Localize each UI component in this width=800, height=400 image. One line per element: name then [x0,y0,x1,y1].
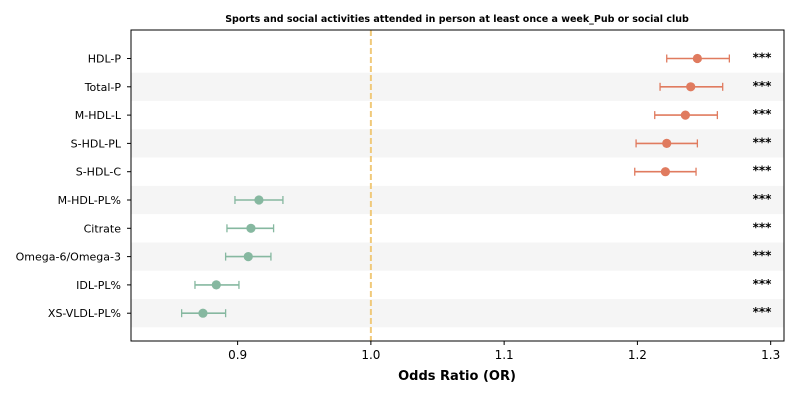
point-estimate [680,110,690,120]
point-estimate [254,195,264,205]
row-label: M-HDL-PL% [58,194,121,207]
point-estimate [243,252,253,262]
row-label: HDL-P [88,53,122,66]
chart-title: Sports and social activities attended in… [225,14,689,25]
significance-label: *** [753,79,773,93]
point-estimate [686,82,696,92]
significance-label: *** [753,51,773,65]
significance-label: *** [753,249,773,263]
significance-label: *** [753,164,773,178]
row-label: Citrate [84,222,122,235]
point-estimate [660,167,670,177]
significance-label: *** [753,192,773,206]
row-label: Total-P [84,81,122,94]
row-label: Omega-6/Omega-3 [16,251,121,264]
plot-frame [130,29,785,342]
x-tick-label: 1.3 [761,348,780,362]
x-tick-label: 1.2 [628,348,647,362]
x-tick-label: 1.0 [361,348,380,362]
x-tick-label: 0.9 [228,348,247,362]
significance-label: *** [753,305,773,319]
row-label: IDL-PL% [76,279,121,292]
row-label: XS-VLDL-PL% [48,307,121,320]
point-estimate [211,280,221,290]
axes: 0.9 1.0 1.1 1.2 1.3 [130,29,785,362]
row-band [131,299,784,328]
point-estimate [692,53,702,64]
x-axis-label: Odds Ratio (OR) [398,369,516,384]
point-estimate [662,138,672,148]
row-label: S-HDL-PL [71,137,122,150]
significance-label: *** [753,277,773,291]
point-estimate [198,308,208,318]
row-band [131,185,784,215]
point-estimate [246,223,256,233]
x-tick-label: 1.1 [495,348,514,362]
data-rows: HDL-P *** Total-P *** M-HDL-L *** S-HDL-PL *** S… [16,51,773,321]
row-label: M-HDL-L [75,109,122,122]
significance-label: *** [753,220,773,234]
significance-label: *** [753,135,773,149]
significance-label: *** [753,107,773,121]
row-label: S-HDL-C [76,166,122,179]
